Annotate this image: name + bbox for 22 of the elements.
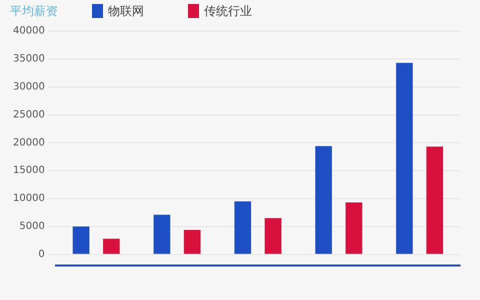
legend-title: 平均薪资 (10, 2, 58, 20)
y-tick-label: 5000 (19, 221, 45, 232)
bar (184, 230, 201, 254)
y-tick-label: 10000 (13, 193, 45, 204)
bar (234, 201, 252, 254)
bar (346, 202, 362, 254)
bar (396, 62, 413, 254)
bar (426, 146, 444, 254)
y-tick-label: 20000 (13, 137, 45, 148)
bar (154, 214, 170, 254)
bar (264, 218, 282, 254)
y-tick-label: 25000 (13, 109, 45, 120)
y-tick-label: 15000 (13, 165, 45, 176)
legend-label: 物联网 (107, 2, 144, 20)
bar (315, 146, 332, 254)
y-tick-label: 35000 (13, 54, 45, 65)
legend-label: 传统行业 (203, 2, 252, 20)
y-tick-label: 40000 (13, 26, 45, 37)
y-tick-label: 0 (38, 249, 45, 260)
bar (103, 238, 120, 254)
y-tick-label: 30000 (13, 81, 45, 92)
bar (72, 226, 90, 254)
